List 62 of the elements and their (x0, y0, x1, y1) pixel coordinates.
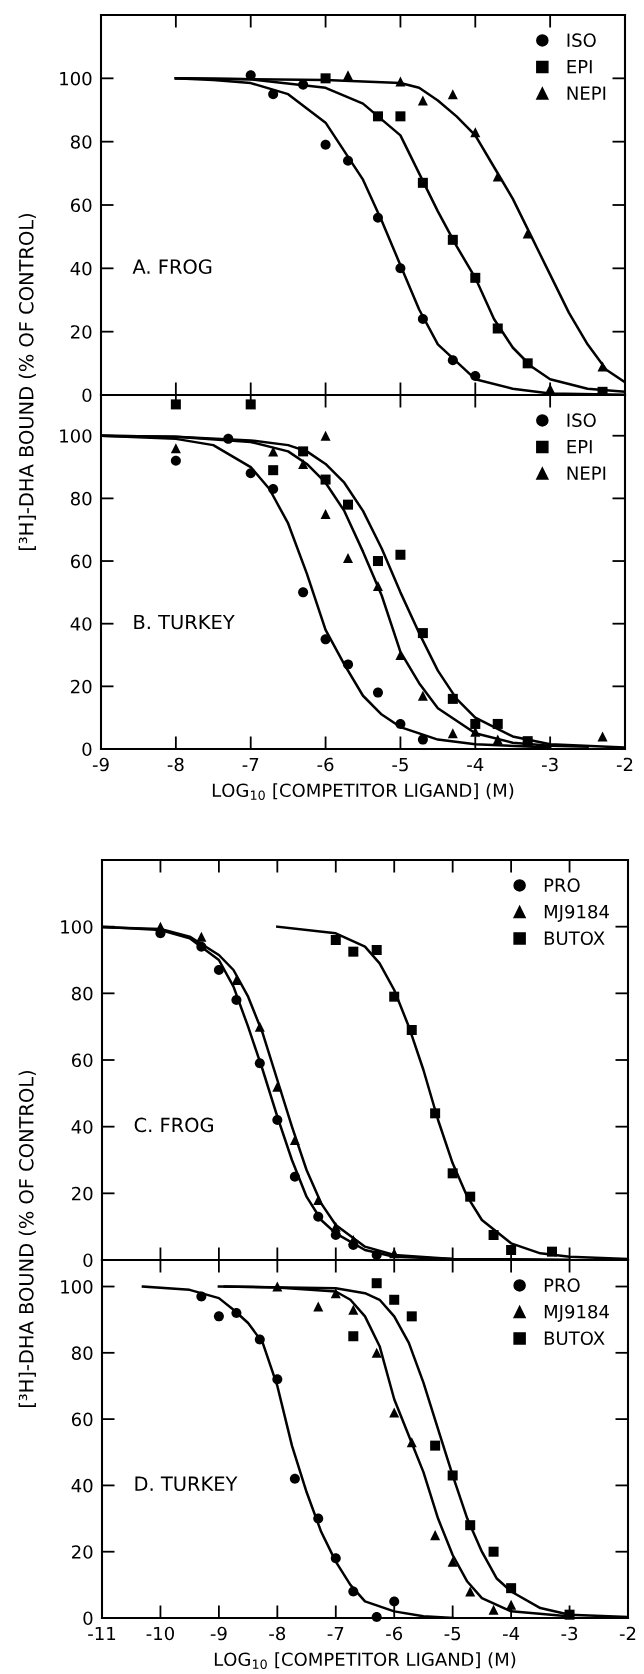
x-tick-label: -3 (561, 1626, 578, 1641)
annotation: D. TURKEY (135, 1476, 238, 1492)
y-tick-label: 0 (83, 1611, 93, 1626)
legend-label: BUTOX (544, 931, 605, 946)
y-tick-label: 0 (82, 388, 92, 403)
y-tick-label: 0 (82, 742, 92, 757)
y-tick-label: 80 (70, 135, 92, 149)
legend-label: EPI (567, 60, 592, 74)
x-tick-label: -7 (327, 1626, 344, 1641)
y-tick-label: 100 (61, 1279, 93, 1294)
y-tick-label: 60 (70, 198, 92, 213)
y-tick-label: 100 (60, 71, 92, 86)
x-tick-label: -6 (317, 757, 334, 772)
y-tick-label: 40 (71, 1120, 93, 1134)
y-tick-label: 100 (60, 429, 92, 443)
x-tick-label: -8 (269, 1626, 286, 1641)
legend-label: NEPI (567, 466, 606, 480)
x-tick-label: -10 (146, 1626, 174, 1641)
y-tick-label: 20 (72, 1186, 93, 1201)
legend-label: ISO (567, 413, 596, 428)
x-tick-label: -4 (502, 1626, 520, 1641)
y-tick-label: 40 (70, 617, 92, 631)
annotation: C. FROG (134, 1117, 213, 1133)
y-tick-label: 80 (71, 1346, 93, 1360)
x-axis-title: LOG$_{10}$ [COMPETITOR LIGAND] (M) (214, 1652, 516, 1669)
y-tick-label: 20 (71, 679, 92, 694)
x-tick-label: -5 (392, 757, 408, 772)
legend-label: PRO (544, 1278, 580, 1293)
annotation: A. FROG (132, 259, 212, 274)
x-tick-label: -6 (386, 1626, 403, 1641)
x-tick-label: -4 (467, 757, 484, 772)
legend-label: NEPI (567, 86, 606, 100)
x-tick-label: -8 (167, 757, 184, 772)
legend-label: ISO (567, 33, 596, 48)
legend-label: PRO (544, 878, 580, 893)
y-tick-label: 0 (83, 1253, 93, 1268)
x-tick-label: -2 (616, 757, 633, 772)
x-tick-label: -11 (88, 1626, 116, 1641)
x-tick-label: -2 (619, 1626, 636, 1641)
x-axis-title: LOG$_{10}$ [COMPETITOR LIGAND] (M) (212, 783, 514, 800)
y-axis-title: [³H]-DHA BOUND (% OF CONTROL) (18, 213, 36, 551)
y-tick-label: 60 (71, 1053, 93, 1068)
y-tick-label: 100 (61, 920, 93, 934)
legend-label: MJ9184 (544, 1304, 609, 1322)
x-tick-label: -9 (92, 757, 109, 772)
y-tick-label: 20 (72, 1545, 93, 1559)
legend-label: EPI (567, 440, 592, 454)
y-tick-label: 40 (70, 261, 92, 276)
y-tick-label: 80 (70, 491, 92, 506)
x-tick-label: -9 (210, 1626, 227, 1641)
y-tick-label: 40 (71, 1478, 93, 1493)
x-tick-label: -7 (242, 757, 259, 772)
y-tick-label: 60 (71, 1412, 93, 1427)
y-tick-label: 60 (70, 554, 92, 569)
legend-label: MJ9184 (544, 904, 609, 922)
x-tick-label: -3 (542, 757, 558, 772)
x-tick-label: -5 (444, 1626, 461, 1641)
annotation: B. TURKEY (134, 614, 235, 630)
y-tick-label: 20 (71, 325, 92, 339)
legend-label: BUTOX (544, 1331, 605, 1346)
y-axis-title: [³H]-DHA BOUND (% OF CONTROL) (18, 1070, 36, 1408)
y-tick-label: 80 (71, 986, 93, 1001)
